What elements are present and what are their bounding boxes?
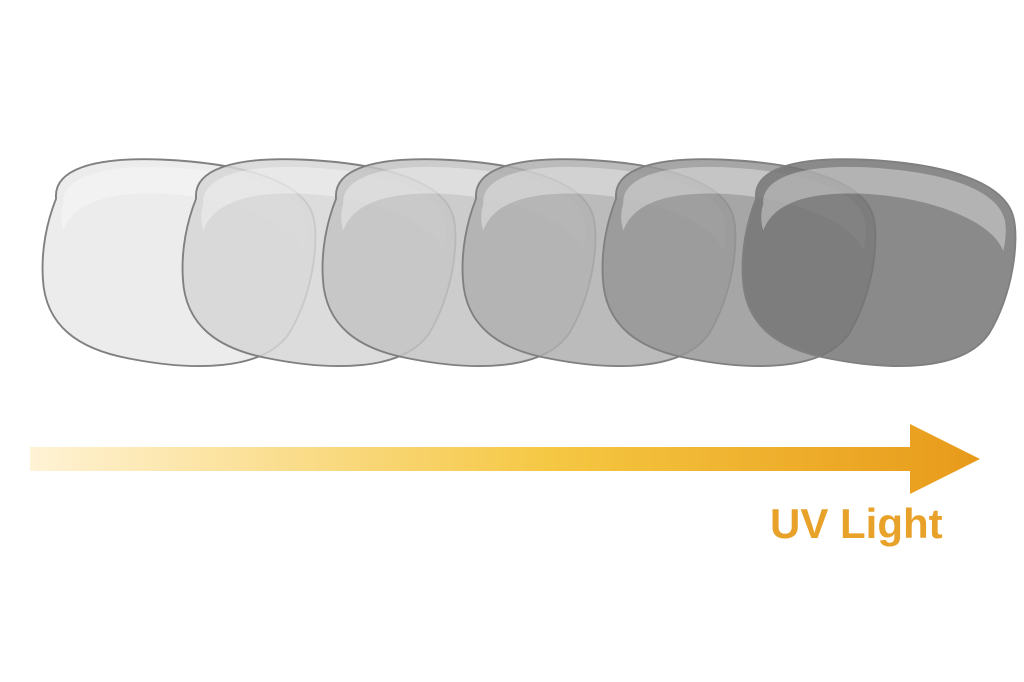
diagram-canvas: UV Light	[0, 0, 1024, 682]
lens-6	[730, 155, 1020, 373]
uv-arrow	[30, 424, 980, 494]
uv-light-label: UV Light	[770, 500, 943, 548]
